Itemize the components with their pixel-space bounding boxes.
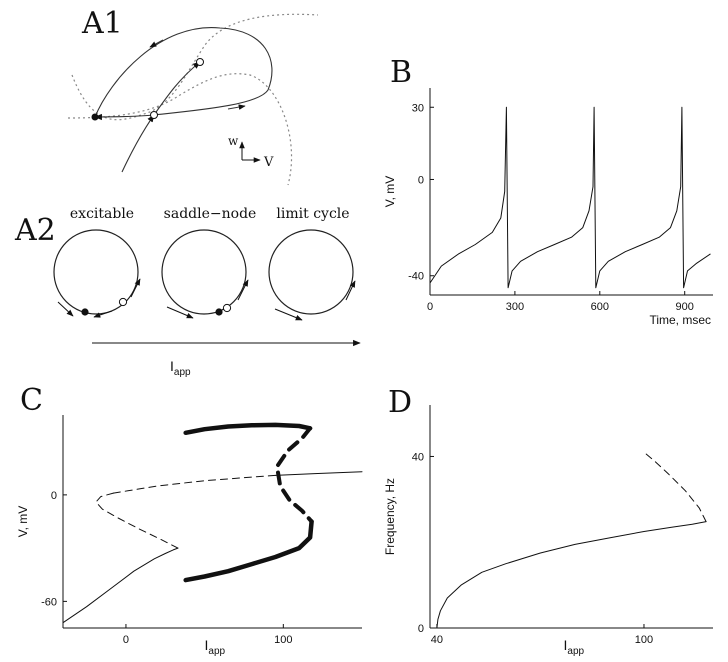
x-tick-label-d: 100 xyxy=(635,634,653,646)
x-axis-label-main-d: I xyxy=(564,637,568,653)
arrow-excitable-back xyxy=(93,310,113,318)
arrow-saddle-node-out xyxy=(237,279,249,301)
w-axis-label: w xyxy=(228,134,239,148)
y-tick-label-b: 30 xyxy=(412,102,424,114)
chart-c: 0 100 -60 0 V, mV Iapp xyxy=(16,415,363,657)
saddle-point xyxy=(150,111,158,119)
x-axis-label-d: Iapp xyxy=(564,637,585,657)
arrow-limit-cycle-out xyxy=(345,280,356,301)
y-tick-label-b: -40 xyxy=(408,271,424,283)
v-nullcline xyxy=(71,13,319,121)
x-tick-label-b: 300 xyxy=(506,301,524,313)
x-tick-label-c: 100 xyxy=(274,634,292,646)
panel-a1: A1 w V xyxy=(67,6,319,186)
node-saddle-node xyxy=(215,308,223,316)
panel-label-a1: A1 xyxy=(81,6,123,41)
homoclinic-orbit xyxy=(94,27,273,118)
panel-label-d: D xyxy=(388,385,412,420)
panel-c: C 0 100 -60 0 V, mV Iapp xyxy=(16,383,363,657)
arrow-excitable-out xyxy=(130,278,141,298)
stable-node xyxy=(91,113,99,121)
state-label-excitable: excitable xyxy=(70,206,134,222)
circle-limit-cycle xyxy=(268,229,354,315)
arrow-excitable-in xyxy=(57,301,74,317)
panel-a2: A2 excitable saddle−node limit cycle Iap… xyxy=(14,206,361,378)
y-tick-label-d: 40 xyxy=(412,451,424,463)
panel-d: D 40 100 0 40 Frequency, Hz Iapp xyxy=(383,385,713,657)
x-tick-label-c: 0 xyxy=(123,634,129,646)
y-tick-label-c: 0 xyxy=(51,490,57,502)
x-axis-label-sub-c: app xyxy=(208,646,225,657)
panel-label-a2: A2 xyxy=(14,213,56,248)
x-axis-label-c: Iapp xyxy=(205,637,226,657)
w-nullcline xyxy=(67,73,293,186)
node-excitable xyxy=(81,308,89,316)
series-line-c-6 xyxy=(183,519,314,583)
y-tick-label-b: 0 xyxy=(418,174,424,186)
iapp-arrow-label: Iapp xyxy=(170,358,191,378)
series-line-c-1 xyxy=(95,492,179,549)
chart-d: 40 100 0 40 Frequency, Hz Iapp xyxy=(383,405,713,657)
panel-label-b: B xyxy=(390,55,412,90)
arrow-saddle-node-in xyxy=(166,306,194,319)
panel-label-c: C xyxy=(20,383,43,418)
y-axis-label-b: V, mV xyxy=(383,176,397,208)
panel-b: B 0 300 600 900 -40 0 30 V, mV Time, msec xyxy=(383,55,713,327)
x-axis-label-main-c: I xyxy=(205,637,209,653)
x-tick-label-b: 0 xyxy=(427,301,433,313)
x-tick-label-b: 600 xyxy=(591,301,609,313)
x-tick-label-b: 900 xyxy=(676,301,694,313)
series-line-d-1 xyxy=(643,451,707,523)
series-line-c-0 xyxy=(62,547,179,624)
v-axis-label: V xyxy=(263,155,274,170)
incoming-trajectory xyxy=(121,114,155,173)
series-line-c-3 xyxy=(274,471,363,476)
saddle-excitable xyxy=(118,297,128,307)
y-axis-label-d: Frequency, Hz xyxy=(383,478,397,555)
x-axis-label-b: Time, msec xyxy=(649,313,711,327)
series-line-c-2 xyxy=(112,474,276,494)
y-axis-label-c: V, mV xyxy=(16,506,30,538)
unstable-manifold xyxy=(153,61,201,116)
x-axis-label-sub-d: app xyxy=(567,646,584,657)
y-tick-label-d: 0 xyxy=(418,623,424,635)
chart-b: 0 300 600 900 -40 0 30 V, mV Time, msec xyxy=(383,88,713,327)
series-line-c-4 xyxy=(183,422,313,436)
orbit-arrow-right xyxy=(227,104,246,110)
circle-saddle-node xyxy=(161,229,247,315)
series-line-d-0 xyxy=(436,521,707,629)
series-line-b-0 xyxy=(429,106,711,289)
series-line-c-5 xyxy=(275,426,314,524)
orbit-arrow-top xyxy=(149,39,164,48)
state-label-saddle-node: saddle−node xyxy=(164,206,257,222)
x-tick-label-d: 40 xyxy=(431,634,443,646)
state-label-limit-cycle: limit cycle xyxy=(276,206,349,222)
arrow-limit-cycle-in xyxy=(274,308,303,321)
saddle-saddle-node xyxy=(222,303,232,313)
y-tick-label-c: -60 xyxy=(41,596,57,608)
unstable-focus xyxy=(196,58,204,66)
stable-manifold-left xyxy=(94,113,155,121)
